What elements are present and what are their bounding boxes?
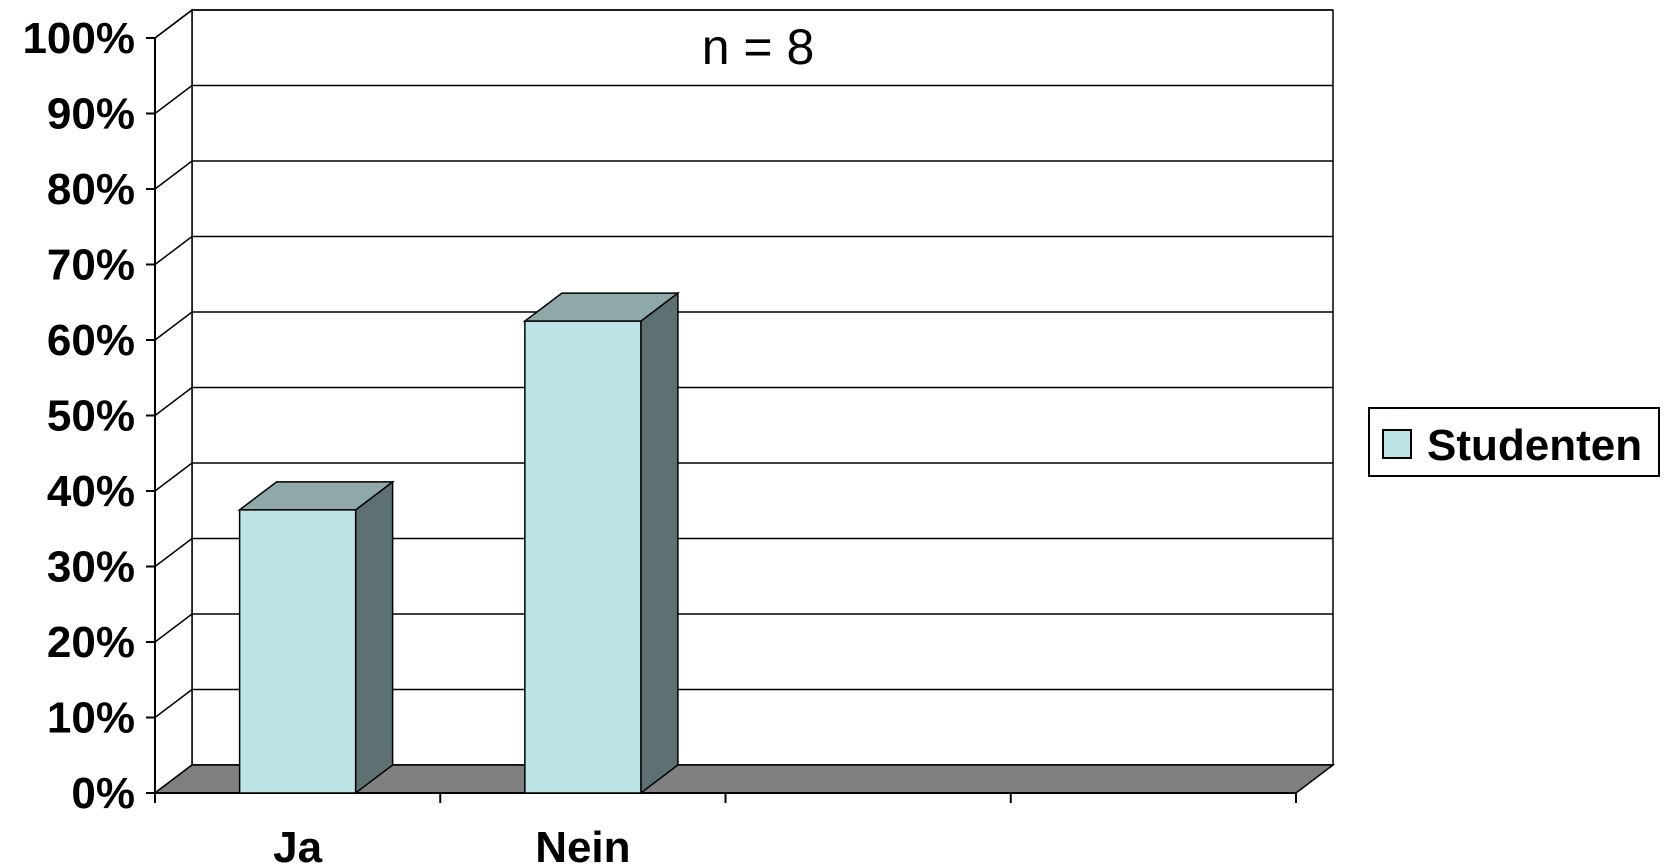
legend-swatch bbox=[1382, 429, 1412, 459]
gridline bbox=[154, 311, 1333, 341]
y-tick-label: 0% bbox=[71, 769, 135, 818]
x-tick-labels: Ja Nein bbox=[273, 823, 630, 867]
y-tick-label: 100% bbox=[22, 14, 135, 63]
gridline bbox=[154, 386, 1333, 417]
gridline bbox=[154, 613, 1333, 643]
x-tick-label: Ja bbox=[273, 823, 322, 867]
gridline bbox=[154, 688, 1333, 719]
gridline bbox=[154, 235, 1333, 266]
y-tick-label: 40% bbox=[47, 467, 135, 516]
y-tick-label: 50% bbox=[47, 392, 135, 441]
y-tick-label: 80% bbox=[47, 165, 135, 214]
y-tick-label: 60% bbox=[47, 316, 135, 365]
gridline bbox=[154, 462, 1333, 492]
legend: Studenten bbox=[1368, 407, 1660, 477]
legend-box bbox=[1368, 407, 1660, 477]
y-tick-label: 20% bbox=[47, 618, 135, 667]
bar-nein bbox=[524, 320, 642, 794]
gridline bbox=[154, 160, 1333, 190]
bar-ja bbox=[238, 509, 357, 794]
y-tick-labels: 0% 10% 20% 30% 40% 50% 60% 70% 80% 90% 100% bbox=[22, 14, 135, 818]
bars bbox=[237, 291, 681, 795]
y-tick-label: 90% bbox=[47, 90, 135, 139]
x-tick-label: Nein bbox=[535, 823, 630, 867]
gridline bbox=[154, 84, 1333, 115]
legend-label: Studenten bbox=[1427, 421, 1642, 470]
y-tick-label: 30% bbox=[47, 543, 135, 592]
y-tick-label: 10% bbox=[47, 694, 135, 743]
bar-side bbox=[354, 480, 394, 795]
sample-size-annotation: n = 8 bbox=[702, 19, 815, 75]
bar-side bbox=[640, 291, 679, 795]
y-tick-label: 70% bbox=[47, 241, 135, 290]
gridline bbox=[154, 537, 1333, 568]
gridline bbox=[154, 9, 1333, 39]
